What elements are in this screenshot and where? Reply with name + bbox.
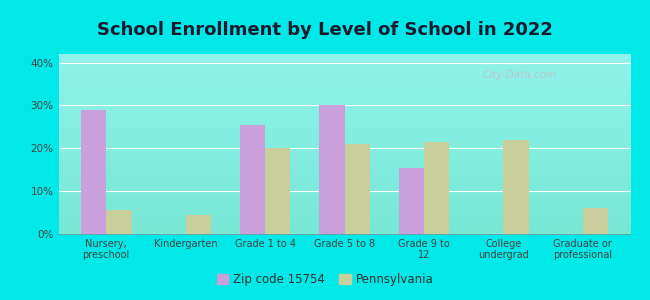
- Bar: [81, 110, 106, 234]
- Bar: [398, 168, 424, 234]
- Bar: [240, 125, 265, 234]
- Bar: [186, 215, 211, 234]
- Bar: [265, 148, 291, 234]
- Bar: [106, 210, 131, 234]
- Bar: [319, 105, 344, 234]
- Bar: [583, 208, 608, 234]
- Bar: [344, 144, 370, 234]
- Bar: [503, 140, 529, 234]
- Bar: [424, 142, 449, 234]
- Text: School Enrollment by Level of School in 2022: School Enrollment by Level of School in …: [97, 21, 553, 39]
- Legend: Zip code 15754, Pennsylvania: Zip code 15754, Pennsylvania: [212, 269, 438, 291]
- Text: City-Data.com: City-Data.com: [483, 70, 557, 80]
